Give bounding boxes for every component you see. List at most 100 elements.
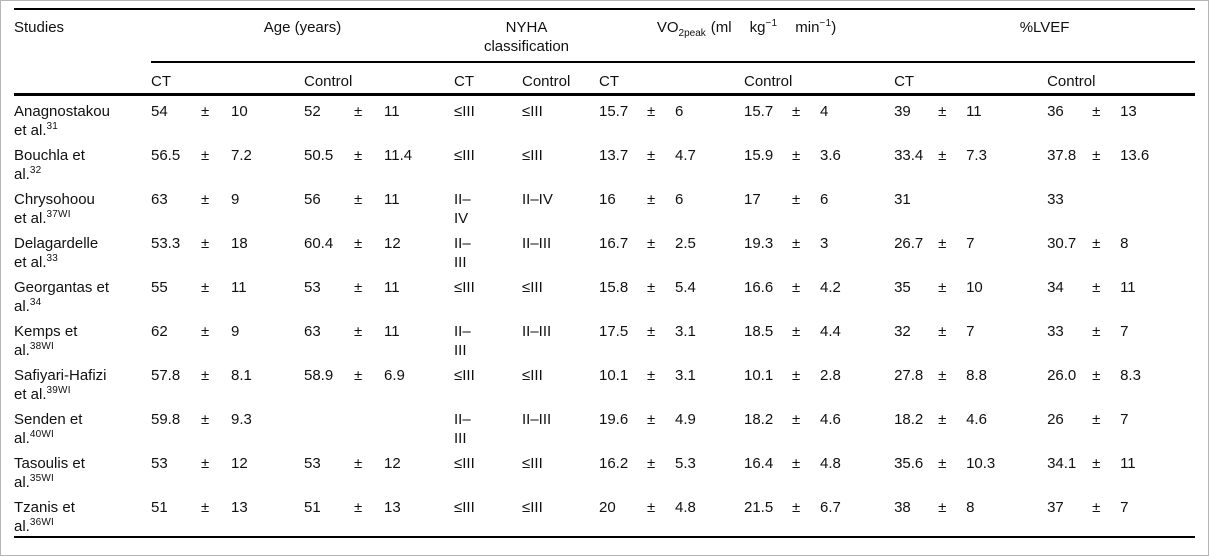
age-control-pm-cell bbox=[354, 404, 384, 448]
age-ct-value-cell: 51 bbox=[151, 491, 201, 538]
ct-nyha-cell: II– III bbox=[454, 322, 471, 359]
lvef-control-pm-cell bbox=[1092, 184, 1120, 228]
age-ct-sd-cell: 11 bbox=[231, 278, 247, 296]
age-ct-pm-cell: ± bbox=[201, 491, 231, 538]
lvef-control-pm-cell: ± bbox=[1092, 278, 1101, 296]
vo2-ct-pm-cell: ± bbox=[647, 146, 656, 164]
vo2-control-sd-cell: 2.8 bbox=[820, 366, 841, 384]
control-nyha-cell: ≤III bbox=[522, 491, 599, 538]
age-ct-value-cell: 53.3 bbox=[151, 234, 181, 252]
vo2-control-sd-cell: 6.7 bbox=[820, 491, 895, 538]
vo2-ct-value-cell: 20 bbox=[599, 491, 647, 538]
lvef-control-pm-cell: ± bbox=[1092, 322, 1101, 340]
vo2-control-pm-cell: ± bbox=[792, 491, 820, 538]
vo2-control-sd-cell: 4.6 bbox=[820, 410, 841, 428]
vo2-control-pm-cell: ± bbox=[792, 146, 801, 164]
vo2-unit-close: ) bbox=[831, 19, 837, 36]
ct-nyha-cell: ≤III bbox=[454, 102, 475, 120]
age-control-sd-cell: 13 bbox=[384, 491, 454, 538]
study-cell: Tasoulis et al.35WI bbox=[14, 454, 85, 491]
col-header-nyha: NYHA classification bbox=[454, 8, 599, 63]
vo2-control-sd-cell: 6 bbox=[820, 190, 829, 208]
age-control-pm-cell: ± bbox=[354, 366, 363, 384]
age-ct-sd-cell: 8.1 bbox=[231, 366, 252, 384]
lvef-ct-value-cell: 38 bbox=[894, 491, 939, 538]
vo2-ct-value-cell: 15.8 bbox=[599, 278, 629, 296]
lvef-control-sd-cell: 8 bbox=[1120, 234, 1129, 252]
lvef-control-value-cell: 34.1 bbox=[1047, 454, 1077, 472]
lvef-ct-pm-cell: ± bbox=[938, 234, 947, 252]
age-ct-value-cell: 54 bbox=[151, 102, 168, 120]
lvef-control-sd-cell: 7 bbox=[1120, 491, 1196, 538]
vo2-ct-sd-cell: 4.7 bbox=[675, 146, 696, 164]
vo2-control-value-cell: 16.4 bbox=[744, 454, 774, 472]
col-header-studies: Studies bbox=[14, 8, 151, 96]
lvef-control-value-cell: 34 bbox=[1047, 278, 1064, 296]
lvef-ct-pm-cell: ± bbox=[938, 491, 967, 538]
lvef-ct-pm-cell: ± bbox=[938, 102, 947, 120]
lvef-control-pm-cell: ± bbox=[1092, 102, 1101, 120]
age-control-sd-cell: 12 bbox=[384, 454, 401, 472]
study-cell: Delagardelle et al.33 bbox=[14, 234, 99, 271]
table-row: Bouchla et al.32 56.5 ±7.2 50.5 ±11.4 ≤III ≤III… bbox=[14, 140, 1195, 184]
vo2-ct-value-cell: 10.1 bbox=[599, 366, 629, 384]
control-nyha-cell: II–III bbox=[522, 234, 552, 252]
control-nyha-cell: ≤III bbox=[522, 278, 543, 296]
subheader-lvef-ct: CT bbox=[894, 62, 1048, 96]
age-control-sd-cell: 11 bbox=[384, 102, 400, 120]
table-row: Anagnostakou et al.31 54 ±10 52 ±11 ≤III ≤III 15… bbox=[14, 94, 1195, 140]
vo2-ct-pm-cell: ± bbox=[647, 454, 656, 472]
subheader-nyha-ct: CT bbox=[454, 62, 522, 96]
control-nyha-cell: II–IV bbox=[522, 190, 553, 208]
vo2-control-value-cell: 10.1 bbox=[744, 366, 774, 384]
age-control-value-cell: 53 bbox=[304, 278, 321, 296]
age-control-value-cell: 60.4 bbox=[304, 234, 334, 252]
age-control-pm-cell: ± bbox=[354, 454, 363, 472]
age-ct-pm-cell: ± bbox=[201, 322, 210, 340]
group-header-row: Studies Age (years) NYHA classification … bbox=[14, 8, 1196, 96]
age-control-pm-cell: ± bbox=[354, 491, 384, 538]
age-control-value-cell: 58.9 bbox=[304, 366, 334, 384]
control-nyha-cell: ≤III bbox=[522, 102, 543, 120]
vo2-unit-kg: kg bbox=[749, 19, 766, 36]
vo2-control-value-cell: 21.5 bbox=[744, 491, 792, 538]
age-ct-value-cell: 57.8 bbox=[151, 366, 181, 384]
vo2-control-sd-cell: 4.2 bbox=[820, 278, 841, 296]
lvef-ct-pm-cell: ± bbox=[938, 366, 947, 384]
lvef-ct-value-cell: 18.2 bbox=[894, 410, 924, 428]
age-ct-sd-cell: 7.2 bbox=[231, 146, 252, 164]
vo2-control-pm-cell: ± bbox=[792, 454, 801, 472]
age-control-value-cell: 53 bbox=[304, 454, 321, 472]
control-nyha-cell: II–III bbox=[522, 322, 552, 340]
reference-superscript: 32 bbox=[29, 164, 42, 176]
lvef-control-value-cell: 26 bbox=[1047, 410, 1064, 428]
vo2-control-sd-cell: 3.6 bbox=[820, 146, 841, 164]
vo2-min-exponent: −1 bbox=[819, 18, 832, 29]
age-control-sd-cell: 12 bbox=[384, 234, 401, 252]
age-ct-sd-cell: 9 bbox=[231, 322, 240, 340]
vo2-control-pm-cell: ± bbox=[792, 102, 801, 120]
control-nyha-cell: ≤III bbox=[522, 146, 543, 164]
control-nyha-cell: ≤III bbox=[522, 454, 543, 472]
age-control-sd-cell: 11 bbox=[384, 278, 400, 296]
age-ct-value-cell: 63 bbox=[151, 190, 168, 208]
age-ct-pm-cell: ± bbox=[201, 366, 210, 384]
study-cell: Safiyari-Hafizi et al.39WI bbox=[14, 366, 107, 403]
lvef-control-value-cell: 37 bbox=[1047, 491, 1093, 538]
ct-nyha-cell: ≤III bbox=[454, 146, 475, 164]
subheader-vo2-ct: CT bbox=[599, 62, 744, 96]
studies-characteristics-table: Studies Age (years) NYHA classification … bbox=[14, 8, 1196, 538]
lvef-ct-sd-cell bbox=[966, 184, 1047, 228]
subheader-age-control: Control bbox=[304, 62, 454, 96]
age-ct-value-cell: 53 bbox=[151, 454, 168, 472]
age-ct-value-cell: 56.5 bbox=[151, 146, 181, 164]
col-header-lvef: %LVEF bbox=[894, 8, 1196, 63]
vo2-ct-sd-cell: 6 bbox=[675, 190, 684, 208]
vo2-control-pm-cell: ± bbox=[792, 366, 801, 384]
age-ct-pm-cell: ± bbox=[201, 146, 210, 164]
age-ct-pm-cell: ± bbox=[201, 234, 210, 252]
lvef-control-value-cell: 30.7 bbox=[1047, 234, 1077, 252]
lvef-control-value-cell: 36 bbox=[1047, 102, 1064, 120]
age-ct-sd-cell: 9 bbox=[231, 190, 240, 208]
